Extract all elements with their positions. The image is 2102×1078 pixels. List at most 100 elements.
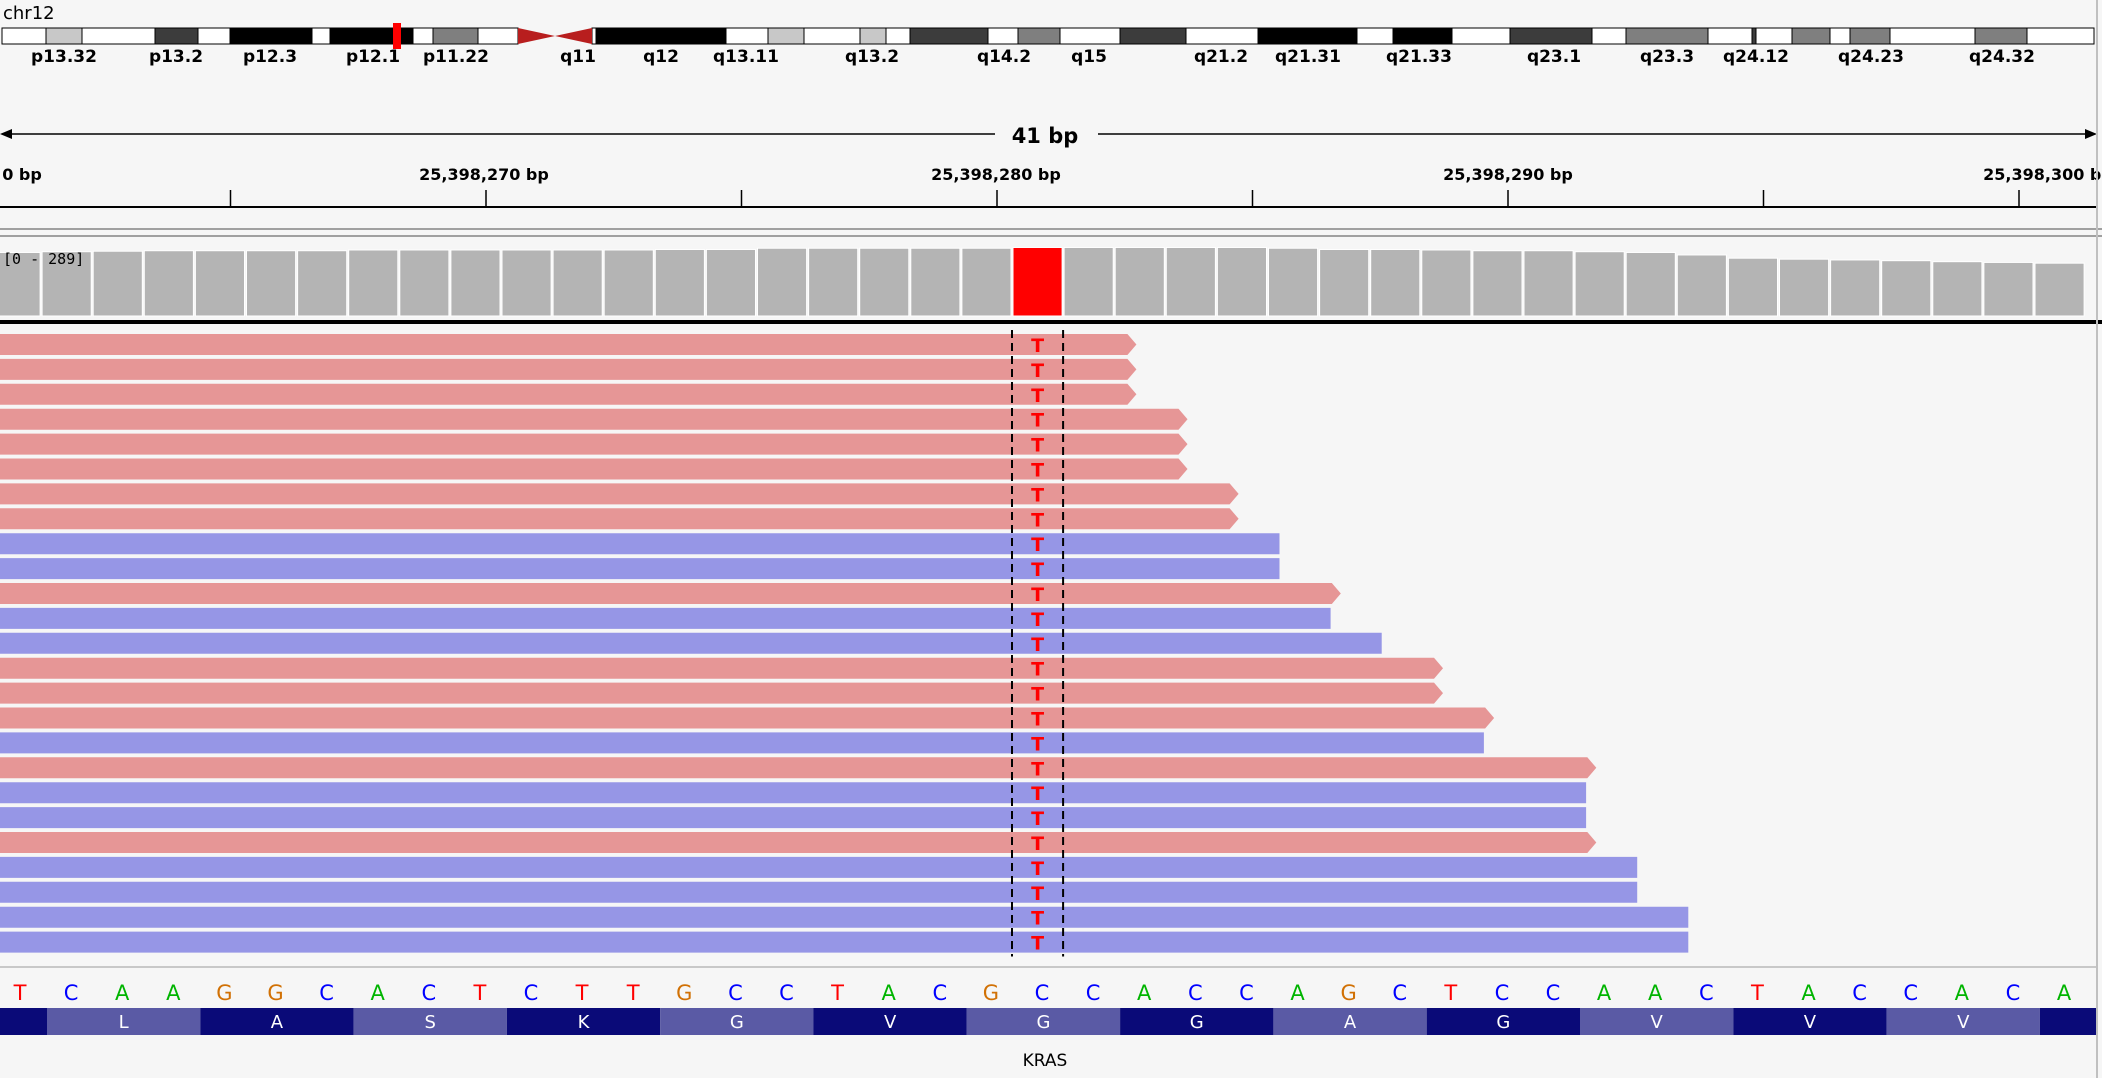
- read-forward[interactable]: [0, 757, 1597, 779]
- read-reverse[interactable]: [0, 632, 1382, 654]
- read-reverse[interactable]: [0, 906, 1689, 928]
- coverage-bar[interactable]: [1830, 259, 1881, 317]
- coverage-bar[interactable]: [757, 247, 808, 317]
- mismatch-base: T: [1031, 435, 1044, 457]
- ruler-tick-label: 0 bp: [2, 165, 42, 184]
- coverage-bar[interactable]: [1983, 261, 2034, 317]
- reference-base: A: [2057, 981, 2072, 1005]
- read-forward[interactable]: [0, 657, 1444, 679]
- band-label: q21.33: [1386, 47, 1452, 67]
- coverage-bar[interactable]: [92, 250, 143, 317]
- coverage-bar[interactable]: [961, 247, 1012, 317]
- reference-base: A: [1137, 981, 1152, 1005]
- read-reverse[interactable]: [0, 533, 1280, 555]
- read-reverse[interactable]: [0, 807, 1587, 829]
- coverage-bar[interactable]: [1625, 251, 1676, 317]
- coverage-bar[interactable]: [2034, 262, 2085, 317]
- coverage-bar[interactable]: [246, 250, 297, 317]
- mismatch-base: T: [1031, 634, 1044, 656]
- read-forward[interactable]: [0, 483, 1239, 505]
- coverage-bar[interactable]: [1370, 248, 1421, 317]
- coverage-bar[interactable]: [1523, 250, 1574, 317]
- coverage-bar[interactable]: [910, 247, 961, 317]
- coverage-bar[interactable]: [552, 249, 603, 317]
- read-reverse[interactable]: [0, 732, 1484, 754]
- coverage-bar[interactable]: [1421, 249, 1472, 317]
- band-label: q14.2: [977, 47, 1031, 67]
- coverage-bar[interactable]: [1165, 246, 1216, 317]
- read-forward[interactable]: [0, 682, 1444, 704]
- amino-acid-label: V: [1957, 1012, 1970, 1033]
- coverage-bar[interactable]: [705, 248, 757, 317]
- coverage-bar[interactable]: [1114, 246, 1165, 317]
- read-reverse[interactable]: [0, 856, 1638, 878]
- coverage-bar[interactable]: [1881, 260, 1932, 317]
- coverage-bar[interactable]: [399, 249, 450, 317]
- reference-base: C: [1035, 981, 1050, 1005]
- reference-base: C: [1239, 981, 1254, 1005]
- coverage-bar[interactable]: [603, 249, 654, 317]
- reference-base: T: [830, 981, 844, 1005]
- read-reverse[interactable]: [0, 881, 1638, 903]
- coverage-bar[interactable]: [1574, 251, 1625, 317]
- coverage-bar[interactable]: [1932, 261, 1983, 317]
- read-forward[interactable]: [0, 334, 1137, 355]
- coverage-bar[interactable]: [1727, 257, 1779, 317]
- codon-box: [2039, 1008, 2097, 1035]
- coverage-bar[interactable]: [0, 251, 41, 317]
- coverage-track[interactable]: [0 - 289]: [0, 244, 2102, 324]
- codon-box: [47, 1008, 201, 1035]
- coverage-bar[interactable]: [1472, 250, 1523, 317]
- coverage-bar[interactable]: [1779, 258, 1830, 317]
- reference-base: C: [1546, 981, 1561, 1005]
- read-forward[interactable]: [0, 358, 1137, 380]
- read-forward[interactable]: [0, 433, 1188, 455]
- band-label: p12.1: [346, 47, 400, 67]
- read-forward[interactable]: [0, 832, 1597, 853]
- coverage-bar[interactable]: [41, 251, 92, 317]
- current-view-indicator[interactable]: [393, 23, 401, 49]
- coverage-bar[interactable]: [1319, 248, 1370, 317]
- read-forward[interactable]: [0, 508, 1239, 530]
- coverage-bar[interactable]: [859, 247, 910, 317]
- read-forward[interactable]: [0, 383, 1137, 405]
- coverage-bar[interactable]: [1676, 254, 1727, 317]
- amino-acid-label: L: [119, 1012, 129, 1033]
- read-forward[interactable]: [0, 458, 1188, 480]
- codon-box: [1733, 1008, 1887, 1035]
- reference-base: C: [1852, 981, 1867, 1005]
- read-forward[interactable]: [0, 707, 1495, 729]
- reference-base: C: [728, 981, 743, 1005]
- read-reverse[interactable]: [0, 931, 1689, 953]
- chromosome-ideogram[interactable]: p13.32 p13.2 p12.3 p12.1 p11.22 q11 q12 q13.11 q…: [0, 23, 2097, 90]
- coverage-bar[interactable]: [1268, 247, 1319, 317]
- coverage-bar[interactable]: [450, 249, 501, 317]
- mismatch-base: T: [1031, 534, 1044, 556]
- coverage-bar[interactable]: [501, 249, 552, 317]
- codon-box: [1886, 1008, 2040, 1035]
- coverage-bar[interactable]: [348, 249, 399, 317]
- read-forward[interactable]: [0, 408, 1188, 430]
- span-label: 41 bp: [1012, 124, 1079, 148]
- coverage-bar[interactable]: [808, 247, 859, 317]
- coverage-bar[interactable]: [654, 248, 705, 317]
- amino-acid-label: G: [1190, 1012, 1204, 1033]
- coverage-bar[interactable]: [1216, 246, 1268, 317]
- coverage-bar-mismatch[interactable]: [1012, 246, 1063, 317]
- read-reverse[interactable]: [0, 558, 1280, 580]
- codon-box: [200, 1008, 354, 1035]
- band-label: p13.2: [149, 47, 203, 67]
- gene-label-kras[interactable]: KRAS: [1023, 1051, 1068, 1071]
- read-reverse[interactable]: [0, 782, 1587, 804]
- reference-base: C: [2006, 981, 2021, 1005]
- coverage-bar[interactable]: [194, 250, 245, 317]
- coverage-bar[interactable]: [1063, 246, 1114, 317]
- coverage-bar[interactable]: [297, 250, 348, 317]
- reference-base: T: [1750, 981, 1764, 1005]
- coverage-bar[interactable]: [143, 250, 194, 317]
- mismatch-base: T: [1031, 733, 1044, 755]
- read-reverse[interactable]: [0, 607, 1331, 629]
- read-forward[interactable]: [0, 583, 1341, 604]
